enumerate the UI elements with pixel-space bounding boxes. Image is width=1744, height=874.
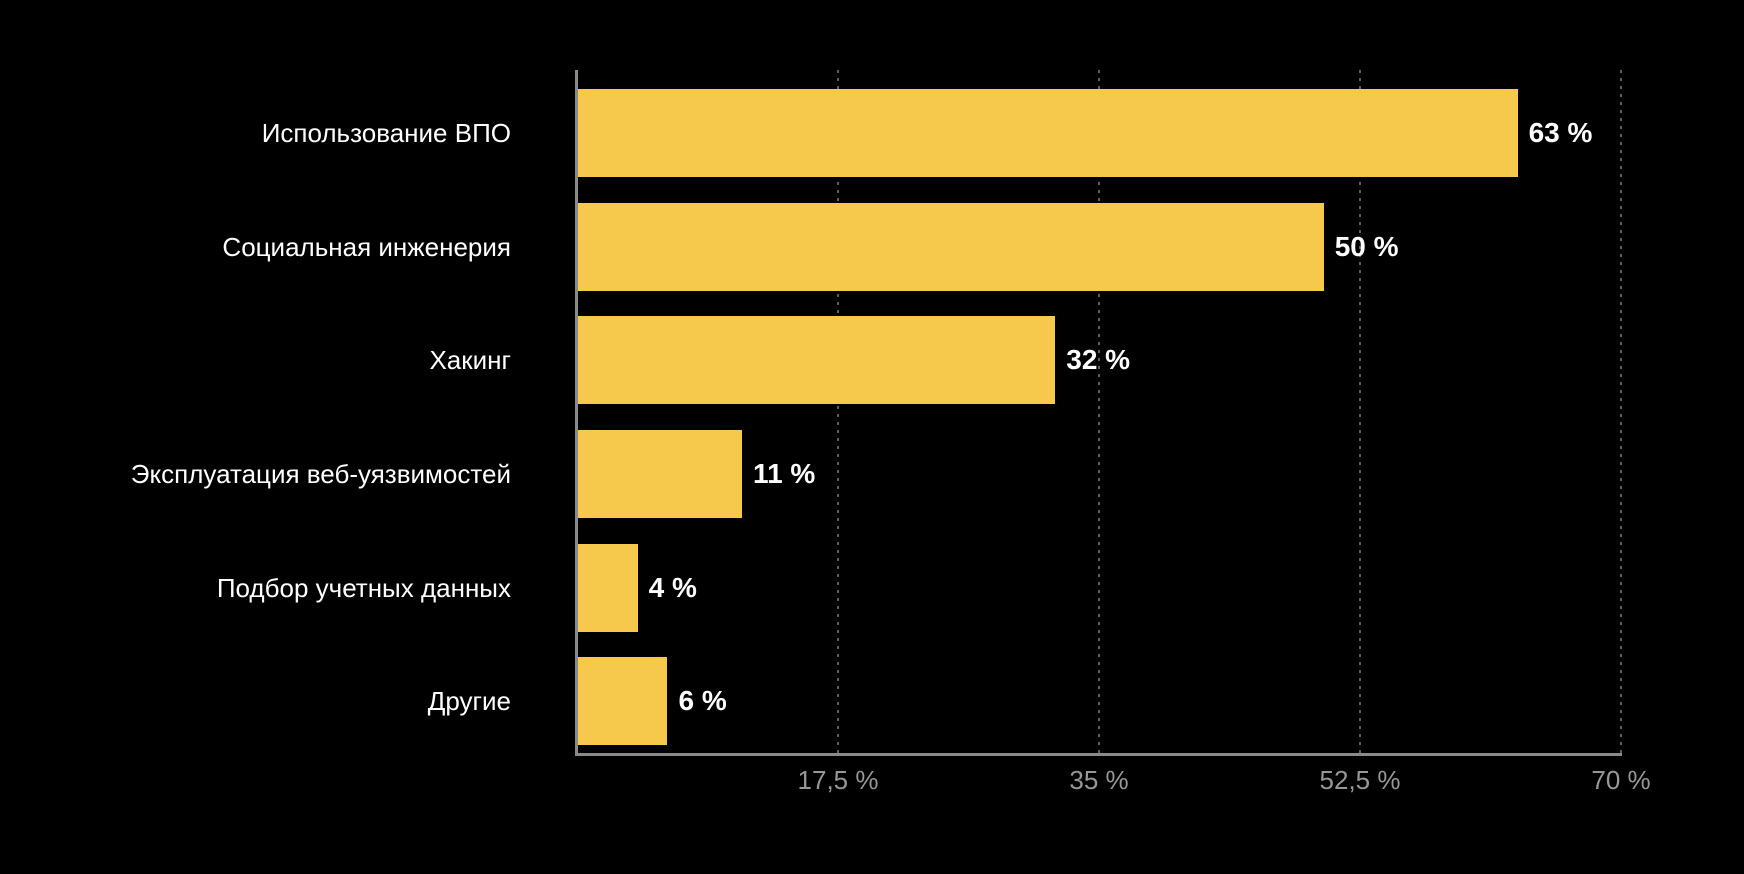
y-axis-line xyxy=(575,70,578,756)
bar xyxy=(578,657,668,746)
category-label: Эксплуатация веб-уязвимостей xyxy=(130,458,511,489)
category-label: Социальная инженерия xyxy=(222,231,511,262)
category-label: Подбор учетных данных xyxy=(216,572,511,603)
x-tick-label: 35 % xyxy=(1069,765,1129,795)
gridline xyxy=(1359,70,1361,753)
bar xyxy=(578,202,1324,291)
bar xyxy=(578,543,638,632)
value-label: 4 % xyxy=(648,571,697,603)
bar xyxy=(578,316,1056,405)
x-tick-label: 52,5 % xyxy=(1319,765,1401,795)
bar xyxy=(578,89,1518,177)
x-tick-label: 70 % xyxy=(1591,765,1651,795)
x-axis-line xyxy=(575,753,1622,756)
gridline xyxy=(837,70,839,753)
category-label: Хакинг xyxy=(429,345,511,376)
value-label: 50 % xyxy=(1334,230,1399,262)
x-tick-label: 17,5 % xyxy=(797,765,879,795)
category-label: Использование ВПО xyxy=(261,118,511,148)
value-label: 63 % xyxy=(1528,117,1593,148)
value-label: 6 % xyxy=(678,685,727,717)
value-label: 32 % xyxy=(1066,344,1131,376)
bar xyxy=(578,429,743,518)
category-label: Другие xyxy=(427,686,511,717)
gridline xyxy=(1620,70,1622,753)
gridline xyxy=(1098,70,1100,753)
value-label: 11 % xyxy=(753,457,816,489)
